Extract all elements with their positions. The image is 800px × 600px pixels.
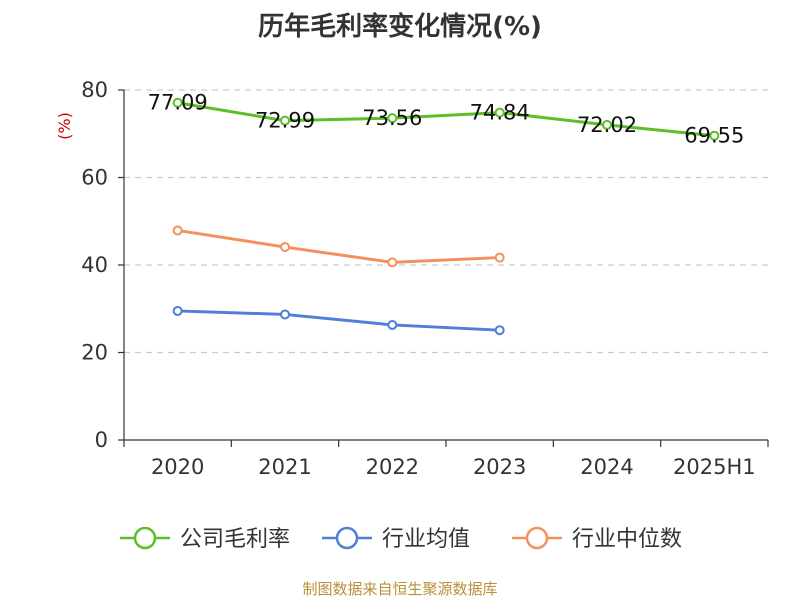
data-point: [172, 97, 183, 108]
legend-item: 行业中位数: [512, 526, 682, 552]
data-point: [602, 119, 612, 130]
data-point: [387, 319, 398, 330]
grid-layer: [124, 89, 768, 354]
x-tick-label: 2021: [258, 455, 311, 479]
series-line-1: [177, 101, 715, 138]
data-point: [709, 130, 720, 141]
data-point: [280, 309, 290, 320]
series-layer: [172, 97, 720, 336]
series-line-3: [177, 228, 500, 264]
y-tick-label: 40: [81, 253, 108, 277]
axis-layer: 0 20 40 60 80 2020 2021 2022 2023 2024 2025H1 (%): [55, 78, 769, 479]
y-tick-label: 0: [95, 428, 108, 452]
series-line-2: [177, 309, 500, 332]
x-tick-label: 2024: [580, 455, 633, 479]
source-note: 制图数据来自恒生聚源数据库: [302, 580, 498, 598]
data-label: 72.02: [577, 113, 637, 137]
data-point: [280, 115, 290, 126]
y-tick-label: 60: [81, 166, 108, 190]
legend-item: 公司毛利率: [120, 526, 290, 552]
x-tick-label: 2023: [473, 455, 526, 479]
data-point: [280, 242, 290, 253]
data-label: 69.55: [684, 124, 744, 148]
label-layer: 77.09 72.99 73.56 74.84 72.02 69.55: [148, 91, 745, 148]
y-tick-label: 80: [81, 78, 108, 102]
data-label: 73.56: [362, 106, 422, 130]
data-point: [172, 305, 183, 316]
x-tick-label: 2025H1: [673, 455, 756, 479]
legend-item: 行业均值: [322, 526, 470, 552]
data-point: [494, 252, 505, 263]
data-point: [387, 113, 398, 124]
data-point: [494, 107, 505, 118]
data-point: [172, 225, 183, 236]
legend-label: 公司毛利率: [180, 527, 290, 552]
chart-title: 历年毛利率变化情况(%): [258, 12, 542, 42]
legend-circle-marker: [335, 526, 359, 550]
data-point: [494, 325, 505, 336]
legend-circle-marker: [133, 526, 157, 550]
data-label: 74.84: [470, 101, 530, 125]
legend-label: 行业均值: [382, 527, 470, 552]
y-axis-unit-label: (%): [55, 112, 74, 140]
data-label: 77.09: [148, 91, 208, 115]
legend: 公司毛利率 行业均值 行业中位数: [120, 526, 682, 552]
data-point: [387, 257, 398, 268]
legend-circle-marker: [525, 526, 549, 550]
legend-label: 行业中位数: [572, 527, 682, 552]
y-tick-label: 20: [81, 341, 108, 365]
x-tick-label: 2022: [366, 455, 419, 479]
data-label: 72.99: [255, 109, 315, 133]
x-tick-label: 2020: [151, 455, 204, 479]
